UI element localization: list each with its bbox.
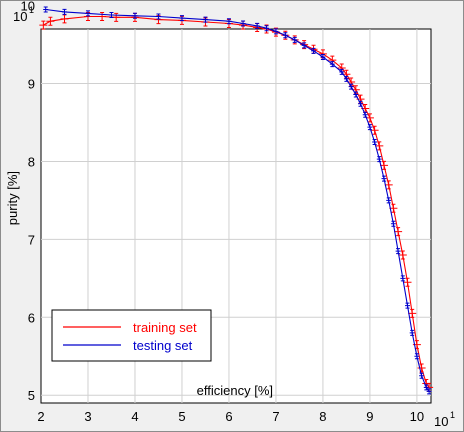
data-point bbox=[329, 61, 335, 68]
data-point bbox=[356, 94, 365, 104]
data-point bbox=[353, 91, 359, 98]
data-point bbox=[43, 6, 49, 13]
data-point bbox=[342, 69, 351, 79]
data-point bbox=[179, 15, 185, 22]
data-point bbox=[412, 340, 421, 350]
data-point bbox=[108, 11, 114, 18]
x-tick-label: 8 bbox=[319, 409, 326, 424]
x-tick-label: 2 bbox=[37, 409, 44, 424]
data-point bbox=[423, 384, 429, 391]
data-point bbox=[264, 25, 270, 32]
data-point bbox=[414, 353, 420, 360]
data-point bbox=[98, 12, 107, 22]
data-point bbox=[292, 36, 298, 43]
data-point bbox=[380, 160, 389, 170]
data-point bbox=[384, 180, 393, 190]
y-axis-exponent-power: 1 bbox=[29, 5, 34, 15]
x-axis-title: efficiency [%] bbox=[197, 383, 273, 398]
data-point bbox=[395, 248, 401, 255]
data-point bbox=[328, 55, 337, 65]
legend-label-testing: testing set bbox=[133, 338, 193, 353]
data-point bbox=[46, 16, 55, 26]
data-point bbox=[358, 100, 364, 107]
y-tick-label: 6 bbox=[28, 310, 35, 325]
data-point bbox=[273, 28, 279, 35]
data-point bbox=[390, 220, 396, 227]
data-point bbox=[112, 12, 121, 22]
data-point bbox=[132, 12, 138, 19]
data-point bbox=[60, 14, 69, 24]
data-point bbox=[155, 13, 161, 20]
data-point bbox=[362, 111, 368, 118]
data-point bbox=[361, 103, 370, 113]
series-1 bbox=[43, 6, 432, 395]
data-point bbox=[339, 68, 345, 75]
data-point bbox=[409, 329, 415, 336]
y-tick-label: 5 bbox=[28, 388, 35, 403]
x-tick-label: 10 bbox=[410, 409, 424, 424]
y-tick-label: 9 bbox=[28, 77, 35, 92]
y-tick-label: 10 bbox=[21, 1, 35, 14]
data-point bbox=[240, 20, 246, 27]
data-point bbox=[202, 16, 208, 23]
x-tick-label: 3 bbox=[84, 409, 91, 424]
data-point bbox=[408, 308, 417, 318]
data-point bbox=[426, 388, 432, 395]
y-tick-label: 8 bbox=[28, 154, 35, 169]
y-tick-label: 7 bbox=[28, 232, 35, 247]
data-point bbox=[425, 382, 434, 392]
data-point bbox=[343, 75, 349, 82]
data-point bbox=[403, 277, 412, 287]
x-tick-label: 9 bbox=[366, 409, 373, 424]
data-point bbox=[394, 227, 403, 237]
x-axis-exponent-power: 1 bbox=[450, 410, 455, 420]
x-tick-label: 4 bbox=[131, 409, 138, 424]
data-point bbox=[389, 203, 398, 213]
data-point bbox=[372, 138, 378, 145]
y-axis-title: purity [%] bbox=[5, 171, 20, 225]
data-point bbox=[39, 20, 48, 30]
data-point bbox=[282, 32, 288, 39]
data-point bbox=[400, 275, 406, 282]
x-tick-label: 6 bbox=[225, 409, 232, 424]
legend-box bbox=[51, 309, 212, 362]
data-point bbox=[405, 302, 411, 309]
data-point bbox=[417, 363, 426, 373]
data-point bbox=[254, 22, 260, 29]
data-point bbox=[83, 12, 92, 22]
data-point bbox=[301, 42, 307, 49]
data-point bbox=[318, 49, 327, 59]
data-point bbox=[351, 85, 360, 95]
data-point bbox=[154, 15, 163, 25]
series-group bbox=[39, 6, 434, 395]
data-point bbox=[347, 77, 356, 87]
legend: training set testing set bbox=[51, 309, 212, 362]
data-point bbox=[337, 63, 346, 73]
data-point bbox=[348, 83, 354, 90]
data-point bbox=[311, 47, 317, 54]
tick-labels: 2 3 4 5 6 7 8 9 10 5 6 7 8 9 10 bbox=[21, 1, 425, 424]
data-point bbox=[422, 379, 431, 389]
y-axis-exponent-base: 10 bbox=[13, 9, 27, 24]
data-point bbox=[376, 156, 382, 163]
data-point bbox=[365, 113, 374, 123]
data-point bbox=[320, 54, 326, 61]
x-axis-exponent-base: 10 bbox=[434, 414, 448, 429]
data-point bbox=[398, 250, 407, 260]
x-tick-label: 7 bbox=[272, 409, 279, 424]
data-point bbox=[367, 124, 373, 131]
legend-label-training: training set bbox=[133, 320, 197, 335]
data-point bbox=[85, 10, 91, 17]
data-point bbox=[386, 197, 392, 204]
data-point bbox=[381, 175, 387, 182]
data-point bbox=[61, 8, 67, 15]
x-tick-label: 5 bbox=[178, 409, 185, 424]
data-point bbox=[375, 141, 384, 151]
data-point bbox=[419, 372, 425, 379]
data-point bbox=[226, 18, 232, 25]
data-point bbox=[370, 125, 379, 135]
